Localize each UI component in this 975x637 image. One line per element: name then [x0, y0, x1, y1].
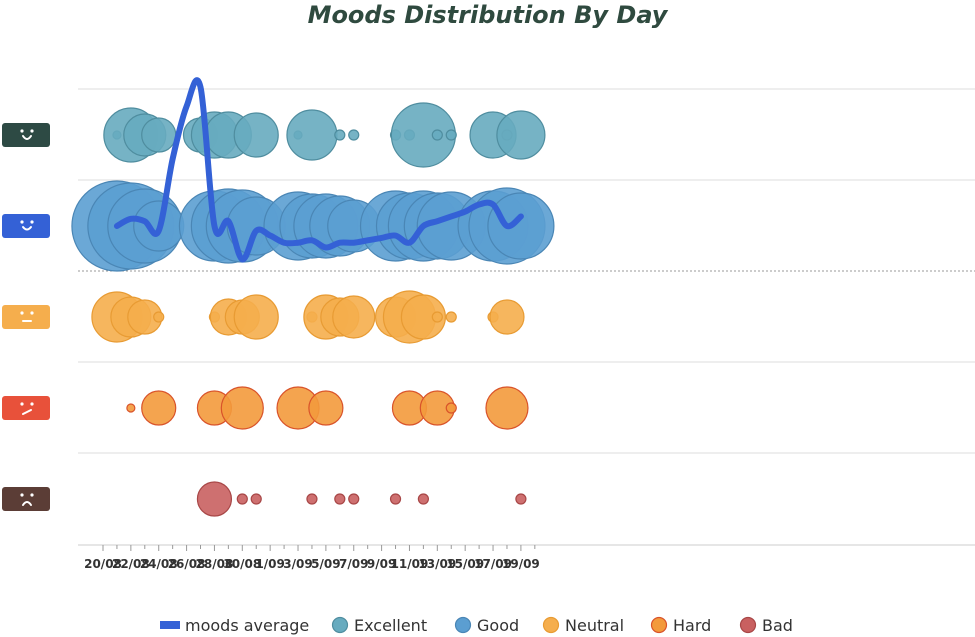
x-tick-label: 28/08	[196, 557, 234, 571]
neutral-face-icon	[2, 305, 50, 329]
bubble-bad[interactable]	[515, 493, 527, 505]
legend-item-neutral[interactable]: Neutral	[542, 616, 625, 635]
bubble-good[interactable]	[487, 192, 555, 260]
hard-face-icon	[2, 396, 50, 420]
bubble-neutral[interactable]	[233, 294, 279, 340]
bubble-hard[interactable]	[220, 386, 264, 430]
legend-swatch	[650, 616, 668, 634]
series-neutral	[91, 290, 525, 344]
bubble-bad[interactable]	[334, 493, 346, 505]
legend-swatch	[160, 621, 180, 629]
legend-label: Bad	[762, 616, 793, 635]
legend[interactable]: moods average Excellent Good Neutral Hard Bad	[160, 616, 793, 635]
legend-item-excellent[interactable]: Excellent	[331, 616, 428, 635]
bubbles	[71, 102, 555, 517]
chart-title: Moods Distribution By Day	[307, 1, 668, 29]
x-tick-label: 26/08	[168, 557, 206, 571]
bubble-neutral[interactable]	[153, 311, 165, 323]
bubble-excellent[interactable]	[141, 117, 177, 153]
bubble-hard[interactable]	[141, 390, 177, 426]
bubble-neutral[interactable]	[489, 299, 525, 335]
legend-swatch	[331, 616, 349, 634]
x-tick-label: 3/09	[283, 557, 312, 571]
series-bad	[196, 481, 527, 517]
excellent-face-icon	[2, 123, 50, 147]
bubble-neutral[interactable]	[400, 294, 446, 340]
good-face-icon	[2, 214, 50, 238]
bubble-excellent[interactable]	[445, 129, 457, 141]
bubble-hard[interactable]	[308, 390, 344, 426]
bubble-hard[interactable]	[485, 386, 529, 430]
bubble-bad[interactable]	[196, 481, 233, 517]
bad-face-icon	[2, 487, 50, 511]
legend-item-hard[interactable]: Hard	[650, 616, 712, 635]
x-tick-label: 22/08	[112, 557, 150, 571]
x-tick-label: 9/09	[367, 557, 396, 571]
x-tick-label: 11/09	[391, 557, 429, 571]
legend-label: Neutral	[565, 616, 624, 635]
mood-icons	[2, 123, 50, 511]
legend-label: Excellent	[354, 616, 427, 635]
bubble-hard[interactable]	[445, 402, 457, 414]
bubble-excellent[interactable]	[348, 129, 360, 141]
bubble-bad[interactable]	[236, 493, 248, 505]
legend-item-good[interactable]: Good	[454, 616, 520, 635]
legend-item-moods-average[interactable]: moods average	[160, 616, 309, 635]
legend-swatch	[454, 616, 472, 634]
x-tick-label: 24/08	[140, 557, 178, 571]
bubble-neutral[interactable]	[445, 311, 457, 323]
bubble-neutral[interactable]	[332, 295, 376, 339]
bubble-excellent[interactable]	[334, 129, 346, 141]
moods-average-line	[113, 77, 524, 263]
legend-label: moods average	[185, 616, 309, 635]
legend-item-bad[interactable]: Bad	[739, 616, 793, 635]
grid-lines	[78, 88, 975, 454]
bubble-bad[interactable]	[389, 493, 402, 505]
bubble-bad[interactable]	[348, 493, 360, 505]
x-tick-label: 17/09	[474, 557, 512, 571]
series-good	[71, 180, 555, 272]
x-tick-label: 5/09	[311, 557, 340, 571]
x-tick-label: 19/09	[502, 557, 540, 571]
legend-swatch	[739, 616, 757, 634]
x-tick-label: 13/09	[418, 557, 456, 571]
series-hard	[126, 386, 529, 430]
x-tick-label: 15/09	[446, 557, 484, 571]
bubble-excellent[interactable]	[496, 110, 546, 160]
legend-label: Good	[477, 616, 519, 635]
bubble-bad[interactable]	[306, 493, 318, 505]
x-tick-label: 20/08	[84, 557, 122, 571]
bubble-bad[interactable]	[250, 493, 262, 505]
legend-swatch	[542, 616, 560, 634]
bubble-hard[interactable]	[126, 403, 136, 413]
x-tick-label: 7/09	[339, 557, 368, 571]
x-axis: 20/0822/0824/0826/0828/0830/081/093/095/…	[78, 544, 975, 571]
series-excellent	[103, 102, 546, 168]
bubble-neutral[interactable]	[431, 311, 443, 323]
bubble-excellent[interactable]	[431, 129, 443, 141]
bubble-excellent[interactable]	[233, 112, 279, 158]
average-line-layer	[113, 77, 524, 263]
bubble-excellent[interactable]	[286, 109, 338, 161]
legend-label: Hard	[673, 616, 711, 635]
bubble-bad[interactable]	[417, 493, 429, 505]
x-tick-label: 30/08	[223, 557, 261, 571]
x-tick-label: 1/09	[255, 557, 284, 571]
